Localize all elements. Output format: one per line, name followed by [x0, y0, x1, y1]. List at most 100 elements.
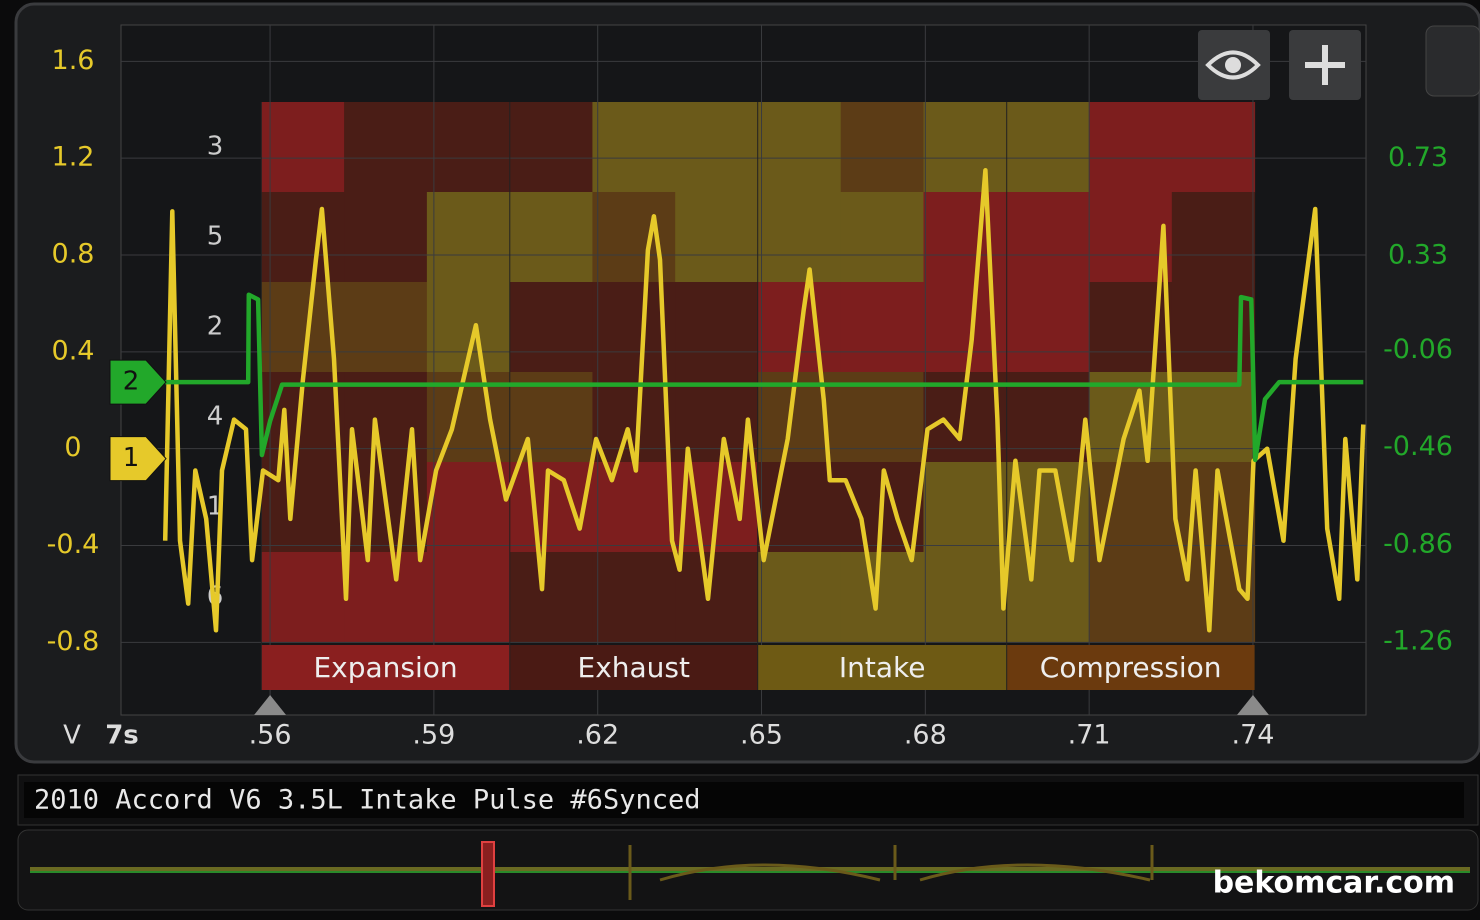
recording-title: 2010 Accord V6 3.5L Intake Pulse #6Synce… [34, 785, 700, 816]
heat-cell [840, 102, 925, 193]
heat-cell [426, 462, 511, 553]
side-handle[interactable] [1425, 25, 1480, 97]
series-line [165, 292, 1364, 463]
heat-cell [1006, 282, 1090, 373]
heat-cell [509, 462, 593, 553]
cylinder-label: 3 [207, 132, 224, 162]
heat-cell [426, 102, 511, 193]
time-cursor [1236, 695, 1269, 715]
heat-cell [509, 552, 593, 643]
heat-cell [426, 552, 511, 643]
phase-label: Expansion [313, 651, 457, 684]
heat-cell [757, 102, 842, 193]
heat-cell [592, 552, 676, 643]
y-tick-label: 1.6 [52, 45, 95, 76]
timebase: 7s [105, 721, 139, 751]
phase-label: Intake [839, 651, 926, 684]
eye-button[interactable] [1198, 30, 1270, 100]
heat-cell [923, 462, 1007, 553]
x-tick-label: .74 [1231, 720, 1274, 751]
channel-label: 1 [123, 443, 140, 473]
x-tick-label: .59 [412, 720, 455, 751]
overview-window[interactable] [481, 841, 495, 907]
cylinder-label: 4 [207, 402, 224, 432]
heat-cell [840, 282, 925, 373]
heat-cell [923, 192, 1007, 283]
cylinder-label: 2 [207, 312, 224, 342]
y2-tick-label: -0.86 [1383, 528, 1453, 559]
y-tick-label: 0.4 [52, 335, 95, 366]
heat-cell [1171, 102, 1256, 193]
phase-label: Compression [1040, 651, 1222, 684]
heat-cell [675, 192, 759, 283]
y-unit: V [63, 721, 81, 751]
phase-band [261, 645, 510, 690]
y2-tick-label: 0.73 [1388, 142, 1448, 173]
heat-cell [344, 192, 428, 283]
y2-tick-label: -0.46 [1383, 431, 1453, 462]
y2-tick-label: -0.06 [1383, 334, 1453, 365]
heat-cell [1006, 192, 1090, 283]
heat-cell [840, 552, 925, 643]
heat-cell [592, 372, 676, 463]
watermark: bekomcar.com [1213, 866, 1455, 901]
heat-cell [1006, 552, 1090, 643]
y-tick-label: 0 [64, 432, 81, 463]
heat-cell [1006, 102, 1090, 193]
heat-cell [509, 192, 593, 283]
heat-cell [592, 192, 676, 283]
heat-cell [1171, 192, 1256, 283]
heat-cell [757, 552, 842, 643]
cylinder-label: 5 [207, 222, 224, 252]
heat-cell [509, 102, 593, 193]
x-tick-label: .65 [740, 720, 783, 751]
heat-cell [675, 282, 759, 373]
heat-cell [592, 462, 676, 553]
heat-cell [261, 102, 345, 193]
heat-cell [1006, 372, 1090, 463]
heat-cell [344, 282, 428, 373]
phase-label: Exhaust [578, 651, 691, 684]
x-tick-label: .62 [576, 720, 619, 751]
title-field [24, 782, 1464, 818]
eye-pupil [1225, 57, 1241, 73]
channel-label: 2 [123, 367, 140, 397]
heatmap [261, 102, 1256, 643]
heat-cell [840, 192, 925, 283]
heat-cell [344, 552, 428, 643]
x-tick-label: .56 [249, 720, 292, 751]
heat-cell [923, 102, 1007, 193]
time-cursor [254, 695, 287, 715]
x-tick-label: .71 [1068, 720, 1111, 751]
overview-detail [628, 845, 1154, 900]
x-tick-label: .68 [904, 720, 947, 751]
heat-cell [261, 552, 345, 643]
plus-icon [1305, 45, 1345, 85]
heat-cell [923, 552, 1007, 643]
y2-tick-label: -1.26 [1383, 626, 1453, 657]
heat-cell [344, 102, 428, 193]
eye-icon [1205, 50, 1261, 80]
phase-band [1006, 645, 1255, 690]
add-button[interactable] [1289, 30, 1361, 100]
y-tick-label: -0.8 [47, 626, 100, 657]
heat-cell [426, 192, 511, 283]
phase-band [509, 645, 758, 690]
y-tick-label: -0.4 [47, 529, 100, 560]
heat-cell [840, 372, 925, 463]
heat-cell [261, 192, 345, 283]
y-tick-label: 0.8 [52, 239, 95, 270]
heat-cell [592, 102, 676, 193]
channel-tag [109, 359, 167, 405]
y-tick-label: 1.2 [52, 142, 95, 173]
heat-cell [675, 102, 759, 193]
heat-cell [509, 282, 593, 373]
heat-cell [1089, 102, 1173, 193]
y2-tick-label: 0.33 [1388, 239, 1448, 270]
heat-cell [1089, 552, 1173, 643]
heat-cell [1171, 372, 1256, 463]
channel-tag [109, 436, 167, 482]
series-line [162, 168, 1366, 633]
heat-cell [675, 552, 759, 643]
